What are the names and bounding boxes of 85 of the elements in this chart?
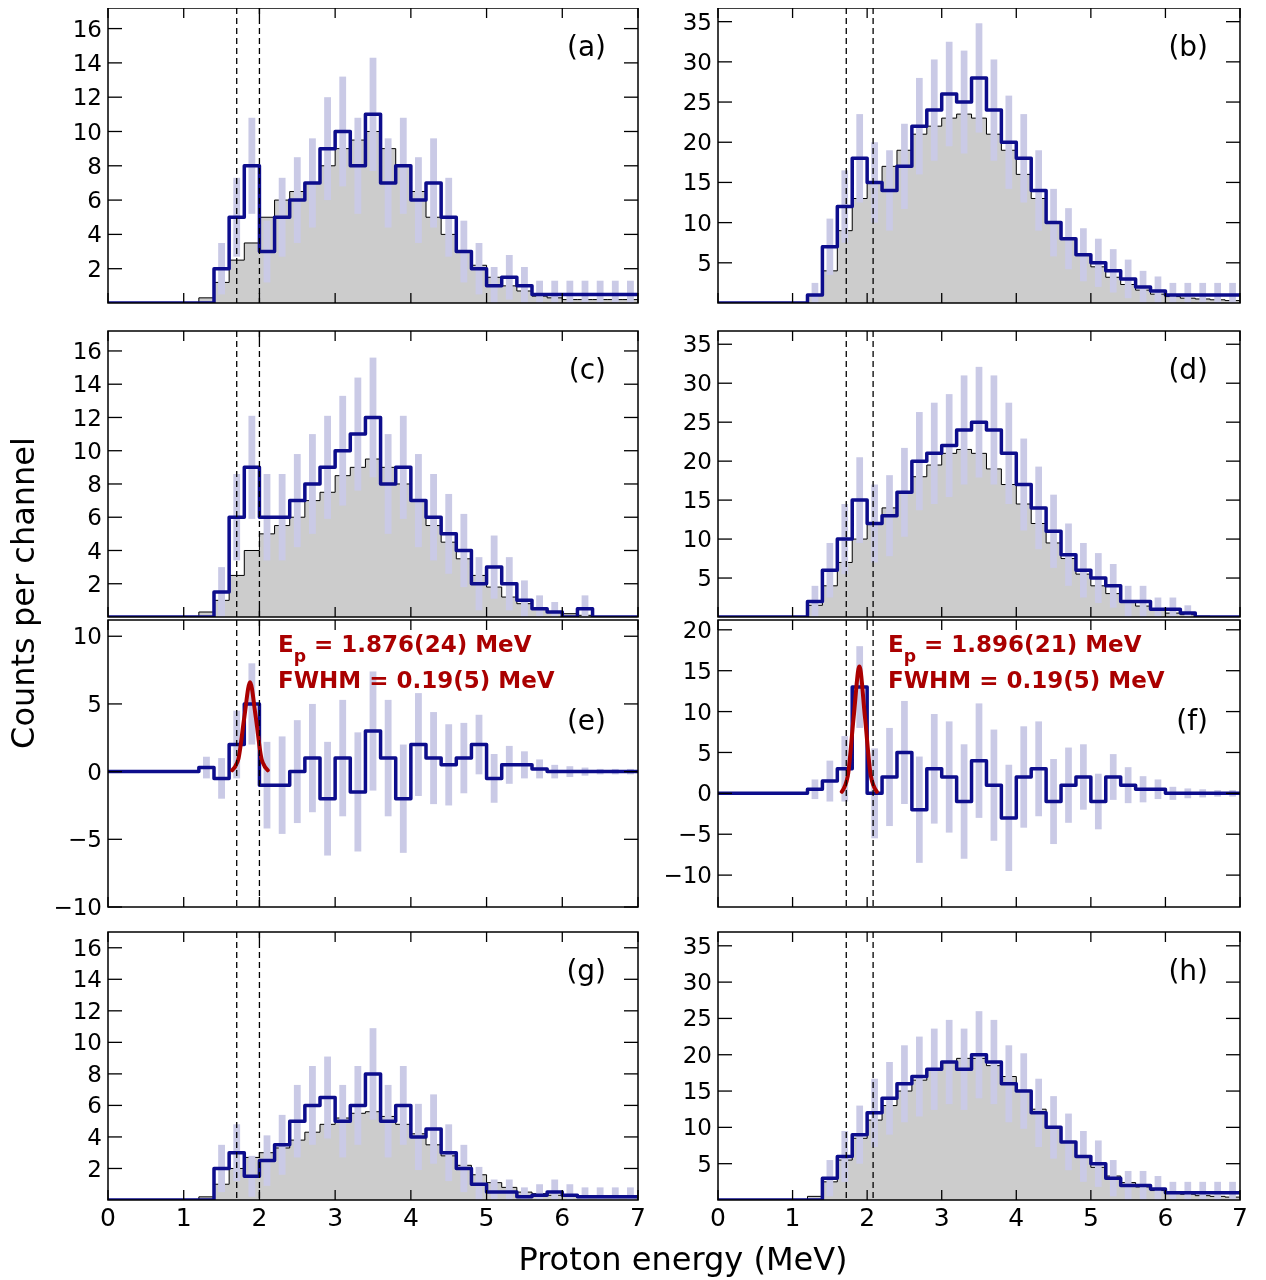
y-tick-label: 35 — [682, 8, 712, 35]
y-tick-label: 10 — [682, 698, 712, 725]
y-tick-label: 4 — [87, 221, 102, 248]
y-tick-label: 30 — [682, 370, 712, 397]
x-tick-label: 3 — [327, 1203, 344, 1232]
y-tick-label: 6 — [87, 187, 102, 214]
y-tick-label: 35 — [682, 932, 712, 959]
x-tick-label: 3 — [933, 1203, 950, 1232]
y-tick-label: 20 — [682, 1041, 712, 1068]
x-axis-title: Proton energy (MeV) — [518, 1240, 848, 1278]
y-tick-label: 8 — [87, 471, 102, 498]
x-tick-label: 1 — [784, 1203, 801, 1232]
y-tick-label: 35 — [682, 331, 712, 358]
x-tick-label: 4 — [1008, 1203, 1025, 1232]
y-tick-label: 6 — [87, 1092, 102, 1119]
y-tick-label: 25 — [682, 409, 712, 436]
y-tick-label: 2 — [87, 570, 102, 597]
annotation: FWHM = 0.19(5) MeV — [888, 667, 1165, 693]
y-tick-label: 10 — [682, 209, 712, 236]
x-tick-label: 6 — [1157, 1203, 1174, 1232]
x-tick-label: 4 — [402, 1203, 419, 1232]
y-tick-label: −5 — [68, 826, 102, 853]
annotation: (h) — [1168, 954, 1208, 987]
y-tick-label: −10 — [663, 862, 712, 889]
y-tick-label: 8 — [87, 1060, 102, 1087]
y-tick-label: 2 — [87, 1155, 102, 1182]
y-tick-label: −5 — [678, 821, 712, 848]
y-tick-label: 16 — [72, 15, 102, 42]
y-tick-label: 10 — [72, 118, 102, 145]
y-tick-label: 16 — [72, 338, 102, 364]
y-tick-label: 20 — [682, 448, 712, 475]
x-tick-label: 6 — [554, 1203, 571, 1232]
annotation: (e) — [566, 704, 606, 737]
y-tick-label: 12 — [72, 84, 102, 111]
y-tick-label: 4 — [87, 1123, 102, 1150]
x-tick-label: 7 — [630, 1203, 646, 1232]
x-tick-label: 2 — [251, 1203, 268, 1232]
y-tick-label: 12 — [72, 997, 102, 1024]
y-tick-label: 15 — [682, 657, 712, 684]
y-tick-label: 15 — [682, 1078, 712, 1105]
y-tick-label: 16 — [72, 934, 102, 961]
y-tick-label: 10 — [72, 623, 102, 650]
y-tick-label: 10 — [72, 437, 102, 464]
y-tick-label: 15 — [682, 487, 712, 514]
y-tick-label: 4 — [87, 537, 102, 564]
y-tick-label: 10 — [682, 1114, 712, 1141]
y-tick-label: 14 — [72, 371, 102, 398]
y-tick-label: 5 — [87, 690, 102, 717]
x-tick-label: 5 — [478, 1203, 495, 1232]
x-tick-label: 5 — [1082, 1203, 1099, 1232]
y-tick-label: 5 — [697, 565, 712, 592]
annotation: E$_{p}$ = 1.896(21) MeV — [888, 631, 1142, 666]
y-tick-label: 10 — [682, 526, 712, 553]
annotation: (f) — [1176, 704, 1208, 737]
x-tick-label: 2 — [859, 1203, 876, 1232]
annotation: E$_{p}$ = 1.876(24) MeV — [278, 631, 532, 666]
y-tick-label: 10 — [72, 1029, 102, 1056]
y-tick-label: 5 — [697, 739, 712, 766]
y-tick-label: 0 — [697, 780, 712, 807]
y-tick-label: 2 — [87, 255, 102, 282]
x-tick-label: 7 — [1232, 1203, 1248, 1232]
y-tick-label: 15 — [682, 169, 712, 196]
y-axis-title: Counts per channel — [4, 437, 42, 749]
x-tick-label: 1 — [175, 1203, 192, 1232]
y-tick-label: 6 — [87, 504, 102, 531]
annotation: (g) — [566, 954, 606, 987]
y-tick-label: 5 — [697, 249, 712, 276]
y-tick-label: −10 — [53, 894, 102, 921]
y-tick-label: 20 — [682, 129, 712, 156]
annotation: FWHM = 0.19(5) MeV — [278, 667, 555, 693]
y-tick-label: 30 — [682, 969, 712, 996]
y-tick-label: 25 — [682, 89, 712, 116]
annotation: (c) — [568, 353, 606, 386]
y-tick-label: 8 — [87, 152, 102, 179]
y-tick-label: 12 — [72, 404, 102, 431]
y-tick-label: 0 — [87, 758, 102, 785]
y-tick-label: 20 — [682, 616, 712, 643]
annotation: (b) — [1168, 30, 1208, 63]
annotation: (a) — [566, 30, 606, 63]
y-tick-label: 14 — [72, 966, 102, 993]
y-tick-label: 25 — [682, 1005, 712, 1032]
annotation: (d) — [1168, 353, 1208, 386]
y-tick-label: 5 — [697, 1150, 712, 1177]
y-tick-label: 14 — [72, 49, 102, 76]
y-tick-label: 30 — [682, 48, 712, 75]
